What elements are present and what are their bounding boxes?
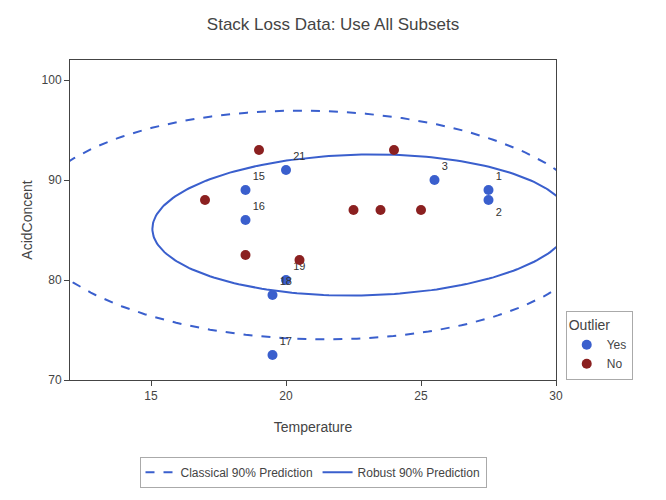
svg-text:Temperature: Temperature — [274, 419, 353, 435]
svg-text:Robust 90% Prediction: Robust 90% Prediction — [358, 466, 480, 480]
svg-text:70: 70 — [48, 373, 62, 387]
svg-text:25: 25 — [414, 389, 428, 403]
svg-text:1: 1 — [496, 170, 502, 182]
svg-text:15: 15 — [144, 389, 158, 403]
svg-text:AcidConcent: AcidConcent — [19, 180, 35, 259]
svg-text:3: 3 — [442, 160, 448, 172]
svg-text:2: 2 — [496, 206, 502, 218]
svg-text:15: 15 — [253, 170, 265, 182]
svg-text:100: 100 — [42, 73, 62, 87]
svg-text:16: 16 — [253, 200, 265, 212]
svg-text:Yes: Yes — [607, 338, 627, 352]
svg-text:30: 30 — [549, 389, 563, 403]
svg-text:80: 80 — [48, 273, 62, 287]
svg-text:Outlier: Outlier — [569, 317, 611, 333]
svg-text:No: No — [607, 357, 623, 371]
svg-text:18: 18 — [280, 275, 292, 287]
svg-text:17: 17 — [280, 335, 292, 347]
svg-text:Stack Loss Data: Use All Subse: Stack Loss Data: Use All Subsets — [207, 15, 459, 34]
svg-text:21: 21 — [293, 150, 305, 162]
svg-text:Classical 90% Prediction: Classical 90% Prediction — [181, 466, 313, 480]
svg-text:20: 20 — [279, 389, 293, 403]
svg-text:90: 90 — [48, 173, 62, 187]
svg-text:19: 19 — [293, 260, 305, 272]
